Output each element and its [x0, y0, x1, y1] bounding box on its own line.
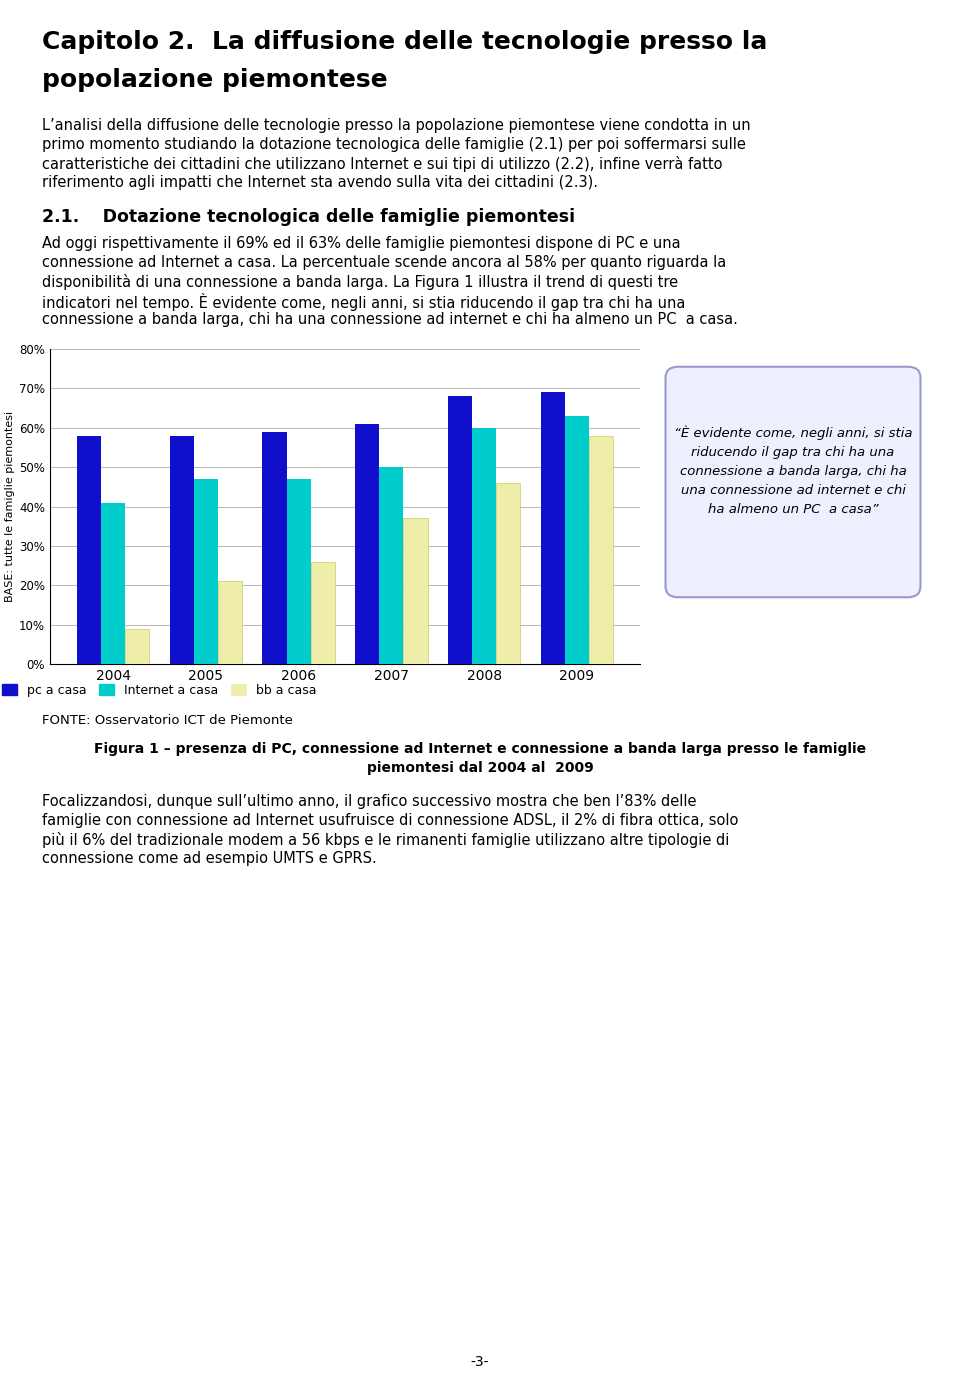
Text: caratteristiche dei cittadini che utilizzano Internet e sui tipi di utilizzo (2.: caratteristiche dei cittadini che utiliz…	[42, 156, 723, 172]
Y-axis label: BASE: tutte le famiglie piemontesi: BASE: tutte le famiglie piemontesi	[5, 410, 15, 602]
Bar	[355, 424, 379, 664]
Text: connessione ad Internet a casa. La percentuale scende ancora al 58% per quanto r: connessione ad Internet a casa. La perce…	[42, 255, 727, 270]
Bar	[540, 392, 564, 664]
Bar	[194, 479, 218, 664]
Bar	[472, 428, 496, 664]
Text: più il 6% del tradizionale modem a 56 kbps e le rimanenti famiglie utilizzano al: più il 6% del tradizionale modem a 56 kb…	[42, 832, 730, 848]
Text: disponibilità di una connessione a banda larga. La Figura 1 illustra il trend di: disponibilità di una connessione a banda…	[42, 274, 678, 291]
Text: popolazione piemontese: popolazione piemontese	[42, 67, 388, 92]
Bar	[379, 467, 403, 664]
Text: connessione a banda larga, chi ha una connessione ad internet e chi ha almeno un: connessione a banda larga, chi ha una co…	[42, 313, 738, 326]
Text: Figura 1 – presenza di PC, connessione ad Internet e connessione a banda larga p: Figura 1 – presenza di PC, connessione a…	[94, 742, 866, 756]
Text: riferimento agli impatti che Internet sta avendo sulla vita dei cittadini (2.3).: riferimento agli impatti che Internet st…	[42, 175, 598, 190]
Bar	[496, 483, 520, 664]
Text: piemontesi dal 2004 al  2009: piemontesi dal 2004 al 2009	[367, 761, 593, 775]
Bar	[101, 503, 125, 664]
Text: famiglie con connessione ad Internet usufruisce di connessione ADSL, il 2% di fi: famiglie con connessione ad Internet usu…	[42, 812, 738, 828]
Text: Ad oggi rispettivamente il 69% ed il 63% delle famiglie piemontesi dispone di PC: Ad oggi rispettivamente il 69% ed il 63%…	[42, 235, 681, 251]
Bar	[262, 431, 286, 664]
Bar	[311, 562, 335, 664]
Bar	[77, 435, 101, 664]
Text: Capitolo 2.  La diffusione delle tecnologie presso la: Capitolo 2. La diffusione delle tecnolog…	[42, 30, 767, 54]
Text: connessione come ad esempio UMTS e GPRS.: connessione come ad esempio UMTS e GPRS.	[42, 851, 376, 866]
FancyBboxPatch shape	[665, 366, 921, 598]
Text: -3-: -3-	[470, 1355, 490, 1369]
Bar	[589, 435, 613, 664]
Bar	[403, 518, 427, 664]
Bar	[448, 397, 472, 664]
Text: “È evidente come, negli anni, si stia
riducendo il gap tra chi ha una
connession: “È evidente come, negli anni, si stia ri…	[674, 425, 912, 516]
Text: primo momento studiando la dotazione tecnologica delle famiglie (2.1) per poi so: primo momento studiando la dotazione tec…	[42, 136, 746, 151]
Bar	[564, 416, 589, 664]
Bar	[170, 435, 194, 664]
Bar	[286, 479, 311, 664]
Text: Focalizzandosi, dunque sull’ultimo anno, il grafico successivo mostra che ben l’: Focalizzandosi, dunque sull’ultimo anno,…	[42, 795, 697, 810]
Legend: pc a casa, Internet a casa, bb a casa: pc a casa, Internet a casa, bb a casa	[0, 679, 322, 702]
Bar	[218, 581, 242, 664]
Text: L’analisi della diffusione delle tecnologie presso la popolazione piemontese vie: L’analisi della diffusione delle tecnolo…	[42, 118, 751, 134]
Text: 2.1.  Dotazione tecnologica delle famiglie piemontesi: 2.1. Dotazione tecnologica delle famigli…	[42, 208, 575, 226]
Bar	[125, 628, 149, 664]
Text: indicatori nel tempo. È evidente come, negli anni, si stia riducendo il gap tra : indicatori nel tempo. È evidente come, n…	[42, 293, 685, 311]
Text: FONTE: Osservatorio ICT de Piemonte: FONTE: Osservatorio ICT de Piemonte	[42, 715, 293, 727]
